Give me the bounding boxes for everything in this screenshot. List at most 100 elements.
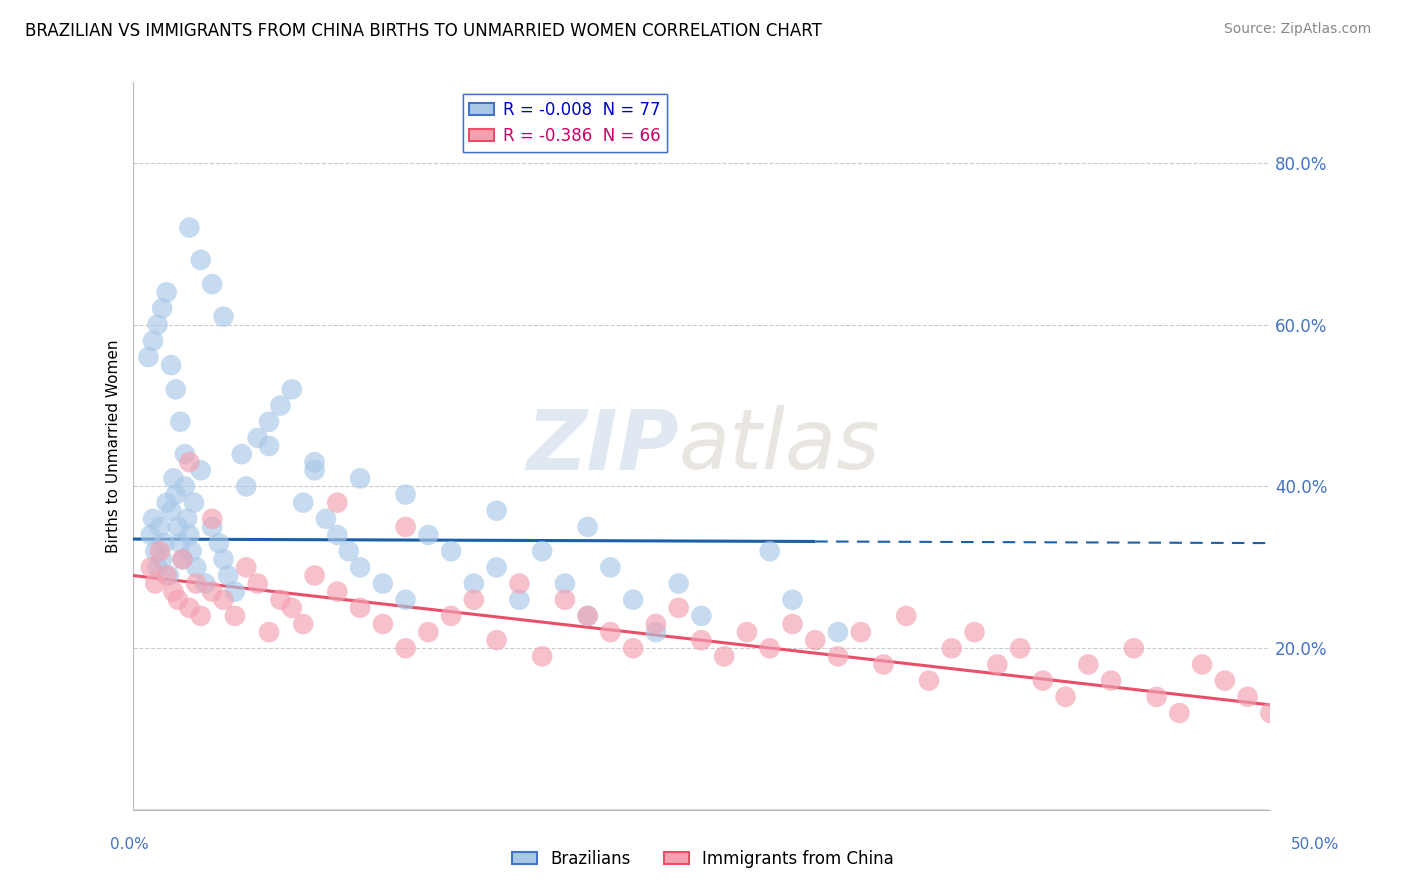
Point [576,608,599,623]
Point [235,560,257,574]
Point [160,504,183,518]
Point [173,447,195,461]
Point [143,544,166,558]
Point [304,455,326,469]
Point [337,544,360,558]
Point [212,310,235,324]
Point [668,600,690,615]
Point [986,657,1008,672]
Point [246,431,269,445]
Point [146,560,169,574]
Point [157,568,180,582]
Point [326,528,349,542]
Point [326,584,349,599]
Point [176,512,198,526]
Point [165,487,187,501]
Legend: R = -0.008  N = 77, R = -0.386  N = 66: R = -0.008 N = 77, R = -0.386 N = 66 [463,94,666,152]
Point [668,576,690,591]
Point [418,528,440,542]
Point [150,552,173,566]
Point [138,350,160,364]
Point [440,608,463,623]
Point [758,544,780,558]
Point [349,600,371,615]
Point [246,576,269,591]
Point [224,608,246,623]
Point [179,455,201,469]
Point [1099,673,1122,688]
Point [782,592,804,607]
Point [690,608,713,623]
Point [1054,690,1077,704]
Point [1260,706,1282,720]
Point [269,592,291,607]
Point [645,625,668,640]
Point [146,318,169,332]
Point [257,415,280,429]
Point [576,520,599,534]
Point [281,600,304,615]
Point [169,415,191,429]
Point [349,560,371,574]
Point [315,512,337,526]
Point [827,649,849,664]
Point [201,512,224,526]
Point [1122,641,1144,656]
Point [554,592,576,607]
Point [212,592,235,607]
Point [621,592,644,607]
Point [217,568,239,582]
Point [394,641,416,656]
Point [872,657,894,672]
Point [165,383,187,397]
Point [149,520,172,534]
Point [156,495,179,509]
Point [167,592,190,607]
Point [224,584,246,599]
Point [257,625,280,640]
Point [156,285,179,300]
Point [173,479,195,493]
Point [418,625,440,640]
Point [179,220,201,235]
Point [896,608,918,623]
Point [599,560,621,574]
Point [735,625,758,640]
Point [153,536,176,550]
Point [150,301,173,316]
Point [690,633,713,648]
Point [713,649,735,664]
Point [208,536,231,550]
Point [576,608,599,623]
Point [1191,657,1213,672]
Point [190,252,212,267]
Point [231,447,253,461]
Point [183,495,205,509]
Point [918,673,941,688]
Point [169,536,191,550]
Point [394,520,416,534]
Point [371,576,394,591]
Text: 50.0%: 50.0% [1291,837,1339,852]
Point [143,576,166,591]
Point [621,641,644,656]
Point [292,617,315,632]
Point [179,528,201,542]
Point [804,633,827,648]
Point [827,625,849,640]
Point [1213,673,1236,688]
Point [349,471,371,485]
Point [292,495,315,509]
Point [941,641,963,656]
Point [156,568,179,582]
Point [531,544,554,558]
Point [326,495,349,509]
Point [139,528,162,542]
Point [599,625,621,640]
Point [645,617,668,632]
Point [162,584,184,599]
Y-axis label: Births to Unmarried Women: Births to Unmarried Women [107,339,121,553]
Point [304,463,326,477]
Point [201,277,224,292]
Point [190,608,212,623]
